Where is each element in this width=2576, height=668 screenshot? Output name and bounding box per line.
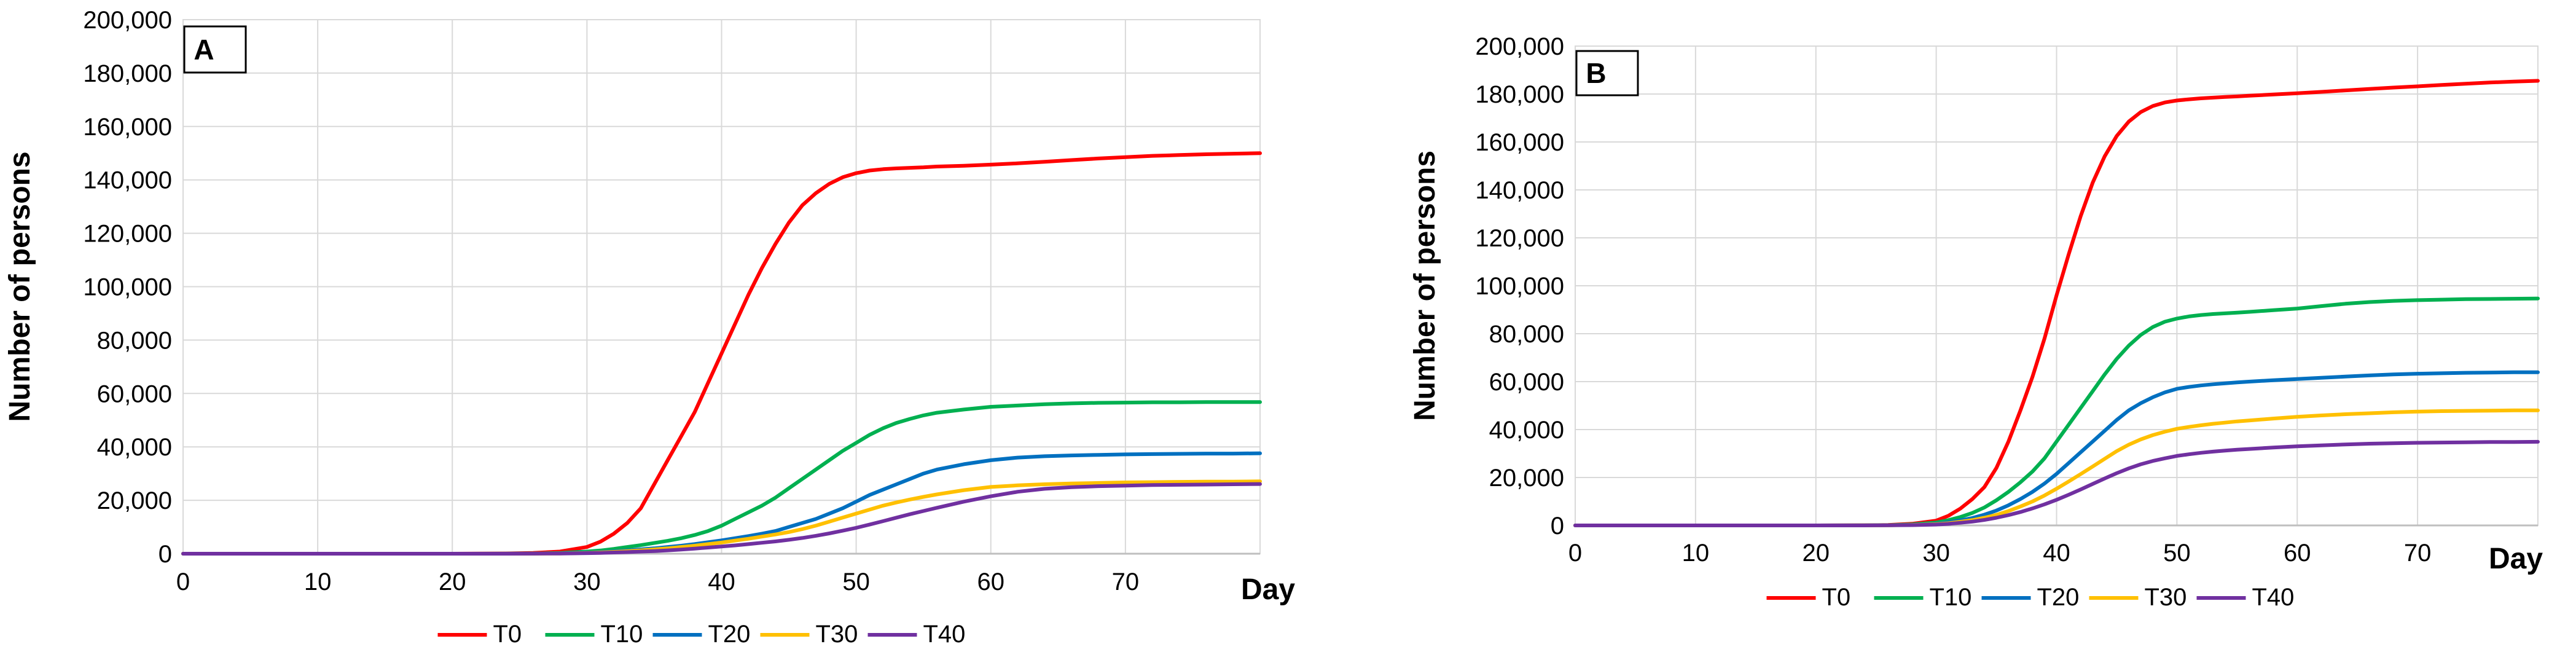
- panel-label-box: [183, 25, 247, 74]
- y-tick-label: 40,000: [97, 434, 172, 461]
- y-tick-label: 40,000: [1489, 417, 1564, 444]
- y-tick-label: 100,000: [1475, 273, 1564, 300]
- x-tick-label: 40: [2043, 540, 2070, 567]
- chart-panel-b: 0 20,000 40,000 60,000 80,000 100,000 120,000 1…: [1409, 33, 2543, 611]
- y-tick-label: 180,000: [1475, 81, 1564, 108]
- y-tick-label: 0: [1551, 513, 1564, 540]
- x-axis-title: Day: [2489, 543, 2543, 575]
- y-tick-label: 140,000: [83, 167, 172, 194]
- y-tick-label: 60,000: [1489, 369, 1564, 396]
- x-axis-title: Day: [1241, 573, 1295, 606]
- y-tick-label: 200,000: [83, 7, 172, 34]
- x-tick-label: 30: [573, 568, 601, 595]
- y-tick-label: 80,000: [1489, 321, 1564, 348]
- chart-panel-a: 0 20,000 40,000 60,000 80,000 100,000 120,000 1…: [4, 7, 1295, 648]
- x-tick-label: 40: [708, 568, 735, 595]
- panel-label-box: [1575, 50, 1639, 96]
- legend-label: T30: [816, 621, 858, 648]
- y-tick-label: 100,000: [83, 274, 172, 301]
- legend-label: T0: [493, 621, 522, 648]
- x-tick-label: 60: [977, 568, 1005, 595]
- y-tick-label: 20,000: [97, 487, 172, 514]
- legend: T0 T10 T20 T30 T40: [437, 621, 966, 648]
- x-tick-label: 0: [176, 568, 190, 595]
- y-tick-label: 60,000: [97, 380, 172, 407]
- legend-label: T30: [2145, 584, 2187, 611]
- x-tick-label: 50: [842, 568, 870, 595]
- y-tick-label: 140,000: [1475, 177, 1564, 204]
- y-tick-label: 120,000: [1475, 225, 1564, 252]
- y-axis-title: Number of persons: [1409, 151, 1441, 421]
- series-line-t40: [181, 482, 1262, 556]
- x-tick-label: 50: [2163, 540, 2191, 567]
- series-line-t10: [181, 400, 1262, 556]
- legend: T0 T10 T20 T30 T40: [1766, 584, 2295, 611]
- legend-label: T40: [2252, 584, 2295, 611]
- legend-label: T40: [923, 621, 966, 648]
- y-tick-label: 160,000: [83, 114, 172, 141]
- y-tick-label: 20,000: [1489, 465, 1564, 492]
- x-tick-label: 0: [1568, 540, 1582, 567]
- legend-label: T10: [1930, 584, 1972, 611]
- x-tick-label: 20: [439, 568, 466, 595]
- series-line-t0: [181, 151, 1262, 556]
- y-tick-label: 120,000: [83, 221, 172, 248]
- panel-label: A: [194, 34, 214, 66]
- legend-label: T20: [708, 621, 751, 648]
- y-axis-title: Number of persons: [4, 151, 36, 422]
- y-tick-label: 0: [159, 541, 172, 568]
- y-tick-label: 200,000: [1475, 33, 1564, 60]
- x-tick-label: 70: [1112, 568, 1140, 595]
- panel-label: B: [1586, 57, 1606, 89]
- x-tick-label: 60: [2284, 540, 2311, 567]
- y-tick-label: 160,000: [1475, 129, 1564, 156]
- x-tick-label: 20: [1803, 540, 1830, 567]
- y-tick-label: 80,000: [97, 327, 172, 354]
- legend-label: T10: [601, 621, 643, 648]
- x-tick-label: 10: [1682, 540, 1710, 567]
- series-line-t10: [1573, 296, 2540, 527]
- legend-label: T0: [1822, 584, 1851, 611]
- y-tick-label: 180,000: [83, 60, 172, 87]
- x-tick-label: 70: [2404, 540, 2432, 567]
- x-tick-label: 30: [1922, 540, 1950, 567]
- series-line-t40: [1573, 439, 2540, 527]
- series-line-t0: [1573, 79, 2540, 527]
- legend-label: T20: [2037, 584, 2080, 611]
- x-tick-label: 10: [304, 568, 332, 595]
